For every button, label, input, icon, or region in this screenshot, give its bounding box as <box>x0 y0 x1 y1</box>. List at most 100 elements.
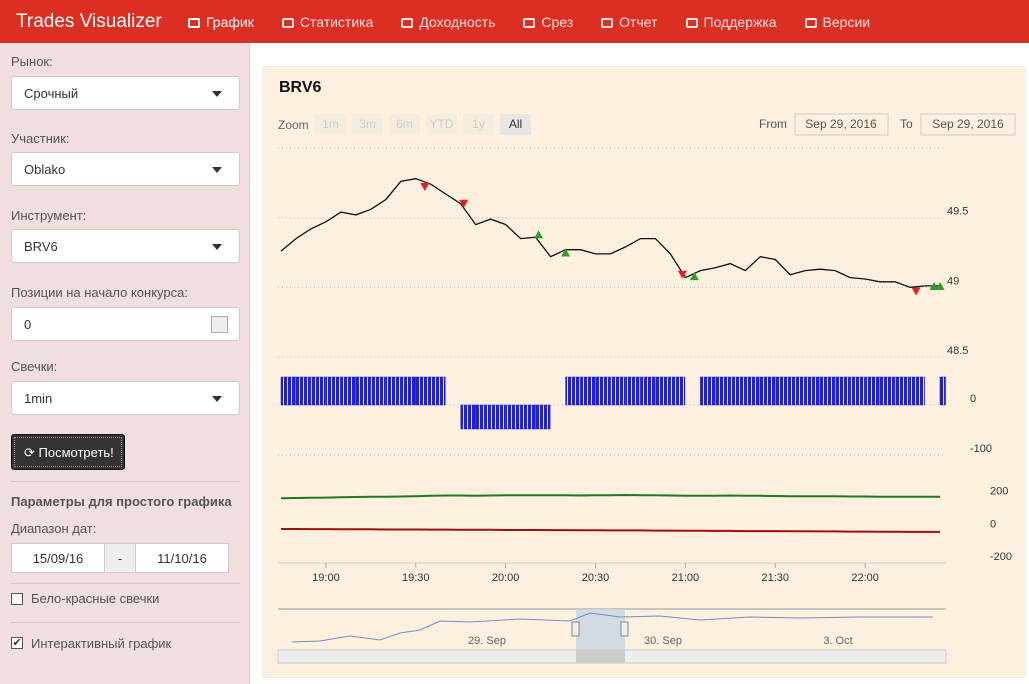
bar <box>849 376 865 406</box>
brand[interactable]: Trades Visualizer <box>16 11 162 32</box>
navigator-label: 30. Sep <box>644 635 682 647</box>
select-value: BRV6 <box>24 239 58 254</box>
nav-text: График <box>206 14 254 30</box>
x-tick-label: 21:00 <box>672 572 700 584</box>
select[interactable]: Срочный <box>11 76 240 110</box>
checkbox[interactable] <box>11 593 23 605</box>
date-input[interactable]: 11/10/16 <box>135 543 229 573</box>
to-date: Sep 29, 2016 <box>932 117 1004 131</box>
date-box[interactable] <box>794 113 889 136</box>
zoom-button[interactable] <box>389 114 420 135</box>
navigator-label: 29. Sep <box>468 635 506 647</box>
scrollbar-thumb[interactable] <box>576 650 625 663</box>
zoom-label: Zoom <box>278 118 309 132</box>
checkbox-label: Интерактивный график <box>31 636 172 651</box>
date-box[interactable] <box>920 113 1016 136</box>
bar <box>400 376 416 406</box>
bar <box>625 376 641 406</box>
nav-item[interactable]: Срез <box>523 14 573 30</box>
x-tick-label: 22:00 <box>851 572 879 584</box>
nav-item[interactable]: Версии <box>804 14 870 30</box>
bar <box>535 404 551 430</box>
navigator-handle[interactable] <box>620 621 629 637</box>
from-label: From <box>759 117 787 131</box>
bar <box>670 376 686 406</box>
bar <box>819 376 835 406</box>
zoom-button[interactable] <box>426 114 457 135</box>
buy-marker <box>929 281 939 290</box>
sell-marker <box>911 287 921 296</box>
from-date: Sep 29, 2016 <box>805 117 877 131</box>
number-input[interactable]: 0 <box>11 307 240 341</box>
separator <box>11 481 240 482</box>
buy-marker <box>935 281 945 290</box>
sell-marker <box>677 270 687 279</box>
sell-marker <box>459 199 469 208</box>
bar <box>789 376 805 406</box>
x-tick-label: 21:30 <box>761 572 789 584</box>
bar <box>340 376 356 406</box>
zoom-button[interactable] <box>352 114 383 135</box>
y-tick-label: 0 <box>970 393 976 405</box>
bar <box>745 376 761 406</box>
nav-item[interactable]: Доходность <box>401 14 495 30</box>
y-tick-label: 49.5 <box>947 206 968 218</box>
navbar: Trades Visualizer График Статистика Дохо… <box>0 0 1029 43</box>
bar <box>804 376 820 406</box>
y-tick-label: -100 <box>970 443 992 455</box>
bar <box>909 376 925 406</box>
buy-marker <box>689 272 699 281</box>
zoom-button-label: 3m <box>359 117 376 131</box>
zoom-button[interactable] <box>463 114 494 135</box>
nav-text: Срез <box>541 14 574 30</box>
nav-text: Поддержка <box>703 14 777 30</box>
bar <box>760 376 776 406</box>
bar <box>894 376 910 406</box>
series-line <box>280 178 940 288</box>
select[interactable]: Oblako <box>11 152 240 186</box>
bar <box>879 376 895 406</box>
y-tick-label: -200 <box>990 551 1012 563</box>
x-tick-label: 19:00 <box>312 572 340 584</box>
bar <box>475 404 491 430</box>
select[interactable]: BRV6 <box>11 229 240 263</box>
sell-marker <box>420 183 430 192</box>
buy-marker <box>534 230 544 239</box>
separator <box>11 583 240 584</box>
navigator-line <box>291 612 933 643</box>
submit-button[interactable]: ⟳ Посмотреть! <box>11 434 125 470</box>
nav-item[interactable]: Отчет <box>601 14 658 30</box>
x-tick-label: 19:30 <box>402 572 430 584</box>
navigator-handle[interactable] <box>571 621 580 637</box>
bar <box>295 376 311 406</box>
y-tick-label: 200 <box>990 485 1008 497</box>
bar <box>775 376 790 406</box>
bar <box>655 376 671 406</box>
date-input[interactable]: 15/09/16 <box>11 543 105 573</box>
to-label: To <box>900 117 913 131</box>
separator <box>11 622 240 623</box>
x-tick-label: 20:30 <box>582 572 610 584</box>
navigator-label: 3. Oct <box>823 635 852 647</box>
bar <box>505 404 521 430</box>
select[interactable]: 1min <box>11 381 240 415</box>
chart: BRV6 Zoom From Sep 29, 2016 To Sep 29, 2… <box>277 79 1016 664</box>
nav-item[interactable]: Статистика <box>281 14 373 30</box>
nav-text: Отчет <box>619 14 658 30</box>
section-title: Параметры для простого графика <box>11 494 232 509</box>
bar <box>640 376 656 406</box>
bar <box>939 376 946 406</box>
select-value: 1min <box>24 391 53 406</box>
nav-item[interactable]: Поддержка <box>685 14 777 30</box>
buy-marker <box>561 248 571 257</box>
zoom-button-label: All <box>509 117 522 131</box>
bar <box>460 404 476 430</box>
zoom-button[interactable] <box>500 114 531 135</box>
label: Свечки: <box>11 359 58 374</box>
series-line <box>281 528 940 533</box>
nav-item[interactable]: График <box>188 14 254 30</box>
checkbox[interactable]: ✔ <box>11 637 23 649</box>
zoom-button[interactable] <box>315 114 346 135</box>
checkbox-label: Бело-красные свечки <box>31 591 160 606</box>
bar <box>595 376 611 406</box>
